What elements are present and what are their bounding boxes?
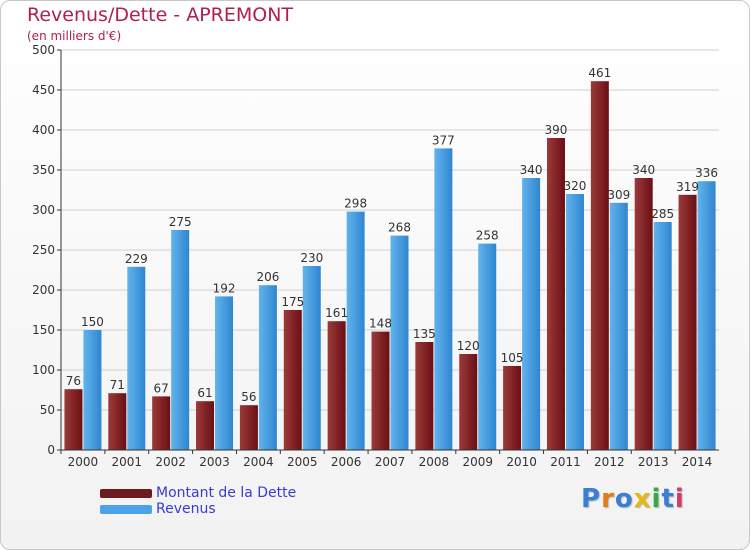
y-tick-label: 200 <box>32 283 55 297</box>
bar-revenus <box>478 243 497 450</box>
y-tick-label: 150 <box>32 323 55 337</box>
y-tick-label: 300 <box>32 203 55 217</box>
data-label-dette: 135 <box>413 327 436 341</box>
bar-dette <box>327 321 346 450</box>
y-tick-label: 500 <box>32 43 55 57</box>
data-label-revenus: 150 <box>81 315 104 329</box>
bar-dette <box>634 178 653 450</box>
bar-dette <box>239 405 258 450</box>
y-tick-label: 250 <box>32 243 55 257</box>
data-label-dette: 76 <box>66 374 81 388</box>
data-label-dette: 461 <box>588 66 611 80</box>
bar-revenus <box>171 230 190 450</box>
x-tick-label: 2005 <box>287 455 318 469</box>
chart-title: Revenus/Dette - APREMONT <box>27 4 294 26</box>
y-tick-label: 100 <box>32 363 55 377</box>
y-tick-label: 0 <box>47 443 55 457</box>
data-label-dette: 175 <box>281 295 304 309</box>
data-label-revenus: 336 <box>695 166 718 180</box>
x-tick-label: 2002 <box>155 455 186 469</box>
x-tick-label: 2011 <box>550 455 581 469</box>
chart-subtitle: (en milliers d'€) <box>27 29 122 43</box>
x-tick-label: 2000 <box>68 455 99 469</box>
y-tick-label: 350 <box>32 163 55 177</box>
x-tick-label: 2012 <box>594 455 625 469</box>
proxiti-logo: Proxiti <box>581 484 685 514</box>
bar-revenus <box>565 194 584 450</box>
bar-dette <box>152 396 171 450</box>
data-label-dette: 61 <box>197 386 212 400</box>
bar-dette <box>590 81 609 450</box>
bar-dette <box>678 194 697 450</box>
x-tick-label: 2009 <box>462 455 493 469</box>
data-label-revenus: 206 <box>256 270 279 284</box>
data-label-dette: 67 <box>154 381 169 395</box>
data-label-dette: 71 <box>110 378 125 392</box>
data-label-revenus: 309 <box>607 188 630 202</box>
bar-dette <box>108 393 127 450</box>
data-label-dette: 390 <box>545 123 568 137</box>
bar-dette <box>196 401 215 450</box>
x-tick-label: 2003 <box>199 455 230 469</box>
bar-revenus <box>215 296 234 450</box>
data-label-revenus: 275 <box>169 215 192 229</box>
bar-revenus <box>302 266 321 450</box>
bar-revenus <box>434 148 453 450</box>
bar-revenus <box>83 330 102 450</box>
bar-revenus <box>609 202 628 450</box>
x-tick-label: 2007 <box>375 455 406 469</box>
y-tick-label: 50 <box>40 403 55 417</box>
data-label-revenus: 258 <box>476 229 499 243</box>
data-label-revenus: 192 <box>213 281 236 295</box>
legend-swatch-dette <box>100 489 152 498</box>
data-label-revenus: 229 <box>125 252 148 266</box>
data-label-revenus: 298 <box>344 197 367 211</box>
x-tick-label: 2010 <box>506 455 537 469</box>
data-label-revenus: 285 <box>651 207 674 221</box>
x-tick-label: 2006 <box>331 455 362 469</box>
legend-swatch-revenus <box>100 505 152 514</box>
legend-label-revenus: Revenus <box>156 501 216 517</box>
y-tick-label: 450 <box>32 83 55 97</box>
x-tick-label: 2008 <box>419 455 450 469</box>
bar-dette <box>415 342 434 450</box>
bar-revenus <box>258 285 277 450</box>
bar-revenus <box>653 222 672 450</box>
data-label-dette: 161 <box>325 306 348 320</box>
bar-revenus <box>390 235 409 450</box>
x-tick-label: 2014 <box>682 455 713 469</box>
data-label-dette: 340 <box>632 163 655 177</box>
bar-dette <box>64 389 83 450</box>
bar-revenus <box>522 178 541 450</box>
data-label-dette: 319 <box>676 180 699 194</box>
data-label-revenus: 320 <box>564 179 587 193</box>
data-label-dette: 56 <box>241 390 256 404</box>
data-label-revenus: 230 <box>300 251 323 265</box>
data-label-dette: 148 <box>369 317 392 331</box>
bar-dette <box>546 138 565 450</box>
bar-dette <box>371 331 390 450</box>
bar-revenus <box>346 211 365 450</box>
bar-dette <box>459 354 478 450</box>
x-tick-label: 2013 <box>638 455 669 469</box>
data-label-dette: 120 <box>457 339 480 353</box>
bar-dette <box>503 366 522 450</box>
y-tick-label: 400 <box>32 123 55 137</box>
x-tick-label: 2004 <box>243 455 274 469</box>
bar-revenus <box>697 181 716 450</box>
data-label-dette: 105 <box>501 351 524 365</box>
data-label-revenus: 340 <box>520 163 543 177</box>
x-tick-label: 2001 <box>112 455 143 469</box>
legend-label-dette: Montant de la Dette <box>156 485 297 501</box>
data-label-revenus: 377 <box>432 133 455 147</box>
data-label-revenus: 268 <box>388 221 411 235</box>
bar-revenus <box>127 266 146 450</box>
bar-dette <box>283 310 302 450</box>
